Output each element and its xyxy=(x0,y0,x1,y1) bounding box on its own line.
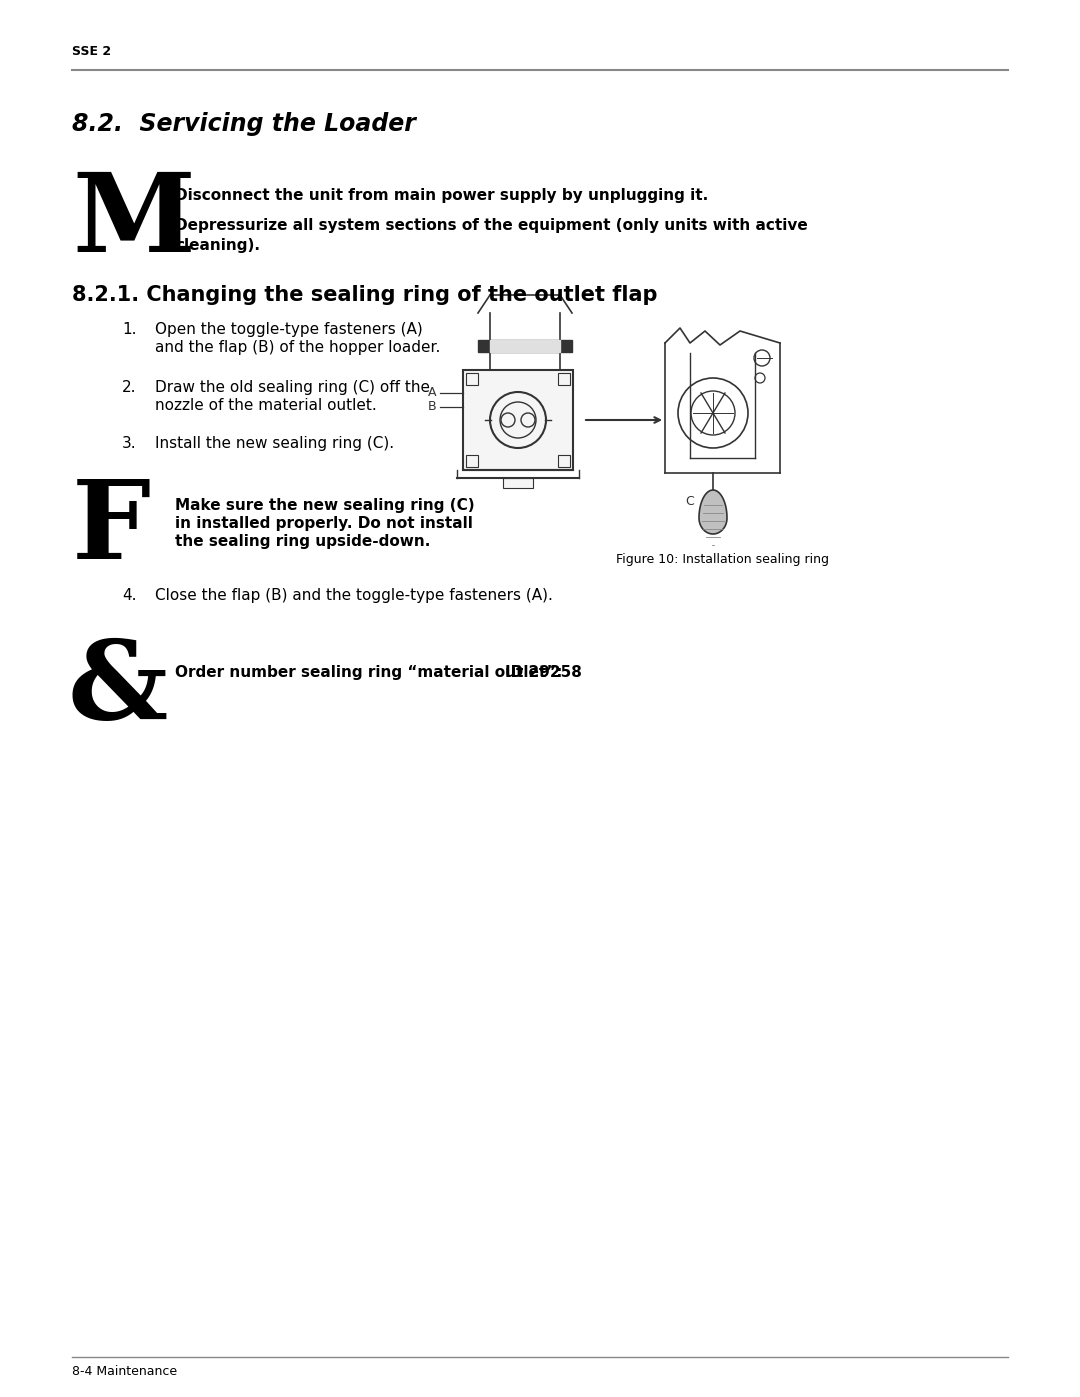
Polygon shape xyxy=(699,490,727,534)
Text: Disconnect the unit from main power supply by unplugging it.: Disconnect the unit from main power supp… xyxy=(175,189,708,203)
Text: &: & xyxy=(68,636,168,742)
Text: Draw the old sealing ring (C) off the: Draw the old sealing ring (C) off the xyxy=(156,380,430,395)
Text: B: B xyxy=(428,401,436,414)
Text: nozzle of the material outlet.: nozzle of the material outlet. xyxy=(156,398,377,414)
Bar xyxy=(465,373,478,386)
Text: in installed properly. Do not install: in installed properly. Do not install xyxy=(175,515,473,531)
Bar xyxy=(465,455,478,467)
Text: Order number sealing ring “material outlet”:: Order number sealing ring “material outl… xyxy=(175,665,563,680)
Text: 3.: 3. xyxy=(122,436,137,451)
Text: Depressurize all system sections of the equipment (only units with active: Depressurize all system sections of the … xyxy=(175,218,808,233)
Bar xyxy=(558,373,570,386)
Bar xyxy=(478,339,572,352)
Text: 8.2.1. Changing the sealing ring of the outlet flap: 8.2.1. Changing the sealing ring of the … xyxy=(72,285,658,305)
Text: F: F xyxy=(72,475,151,583)
Text: 2.: 2. xyxy=(122,380,136,395)
Bar xyxy=(490,339,561,352)
Text: Close the flap (B) and the toggle-type fasteners (A).: Close the flap (B) and the toggle-type f… xyxy=(156,588,553,604)
Text: 4.: 4. xyxy=(122,588,136,604)
Text: and the flap (B) of the hopper loader.: and the flap (B) of the hopper loader. xyxy=(156,339,441,355)
Text: the sealing ring upside-down.: the sealing ring upside-down. xyxy=(175,534,430,549)
Text: Make sure the new sealing ring (C): Make sure the new sealing ring (C) xyxy=(175,497,474,513)
Text: Install the new sealing ring (C).: Install the new sealing ring (C). xyxy=(156,436,394,451)
Text: SSE 2: SSE 2 xyxy=(72,45,111,59)
Text: cleaning).: cleaning). xyxy=(175,237,260,253)
Text: 8-4 Maintenance: 8-4 Maintenance xyxy=(72,1365,177,1377)
Text: A: A xyxy=(428,387,436,400)
Text: C: C xyxy=(685,495,693,509)
Bar xyxy=(463,370,573,469)
Text: ID 29258: ID 29258 xyxy=(505,665,582,680)
Text: M: M xyxy=(72,168,195,275)
Text: 8.2.  Servicing the Loader: 8.2. Servicing the Loader xyxy=(72,112,416,136)
Bar xyxy=(503,478,534,488)
Text: Open the toggle-type fasteners (A): Open the toggle-type fasteners (A) xyxy=(156,321,422,337)
Text: 1.: 1. xyxy=(122,321,136,337)
Text: Figure 10: Installation sealing ring: Figure 10: Installation sealing ring xyxy=(616,553,829,566)
Bar xyxy=(558,455,570,467)
